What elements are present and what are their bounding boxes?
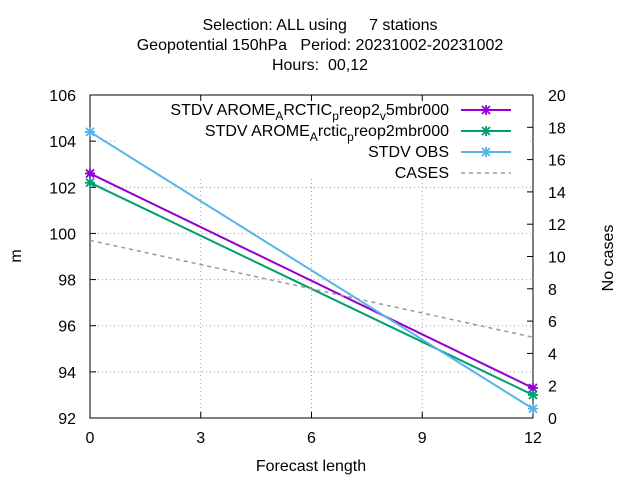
series-line-0: [89, 172, 534, 389]
data-point-s1-1: [528, 389, 538, 400]
y2-tick-label: 2: [548, 379, 557, 396]
y2-tick-label: 4: [548, 346, 557, 363]
data-point-s0-0: [85, 168, 95, 179]
x-tick-label: 6: [307, 430, 316, 447]
y-axis-label: m: [8, 249, 25, 262]
y2-tick-label: 16: [548, 153, 566, 170]
legend-label-3: CASES: [395, 165, 449, 182]
series-line-2: [89, 131, 534, 410]
legend-marker-1: [481, 126, 491, 136]
x-tick-label: 3: [196, 430, 205, 447]
y2-tick-label: 14: [548, 185, 566, 202]
y-tick-label: 102: [49, 180, 76, 197]
y-tick-label: 92: [58, 411, 76, 428]
y2-axis-label: No cases: [600, 225, 617, 292]
y-tick-label: 96: [58, 319, 76, 336]
x-tick-label: 0: [86, 430, 95, 447]
chart-title-line-3: Hours: 00,12: [271, 57, 369, 74]
series-line-3: [89, 239, 534, 338]
chart-title-line-2: Geopotential 150hPa Period: 20231002-202…: [136, 37, 504, 54]
y-tick-label: 100: [49, 226, 76, 243]
legend-marker-0: [481, 105, 491, 115]
y-tick-label: 104: [49, 134, 76, 151]
y2-tick-label: 0: [548, 411, 557, 428]
x-tick-label: 12: [524, 430, 542, 447]
data-point-s0-1: [528, 383, 538, 394]
legend-label-2: STDV OBS: [368, 144, 449, 161]
y2-tick-label: 8: [548, 282, 557, 299]
data-point-s2-0: [85, 126, 95, 137]
chart-title-line-1: Selection: ALL using 7 stations: [202, 17, 438, 34]
y2-tick-label: 12: [548, 217, 566, 234]
y2-tick-label: 18: [548, 120, 566, 137]
y-tick-label: 106: [49, 88, 76, 105]
legend-label-0: STDV AROMEARCTICpreop2v5mbr000: [170, 102, 449, 123]
legend-marker-2: [481, 147, 491, 157]
data-point-s2-1: [528, 403, 538, 414]
y2-tick-label: 20: [548, 88, 566, 105]
y-tick-label: 98: [58, 273, 76, 290]
y2-tick-label: 10: [548, 250, 566, 267]
x-axis-label: Forecast length: [256, 458, 366, 475]
data-point-s1-0: [85, 177, 95, 188]
x-tick-label: 9: [418, 430, 427, 447]
legend-label-1: STDV AROMEArcticpreop2mbr000: [205, 123, 449, 144]
y2-tick-label: 6: [548, 314, 557, 331]
y-tick-label: 94: [58, 365, 76, 382]
